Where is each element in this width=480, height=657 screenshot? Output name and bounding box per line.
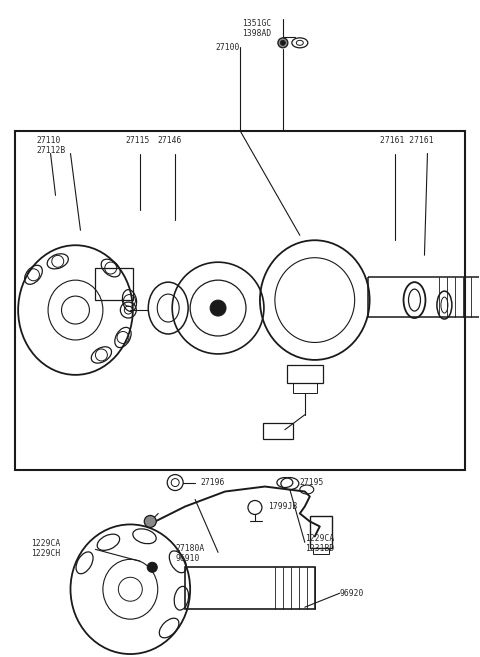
Text: 27112B: 27112B: [36, 146, 66, 154]
Text: 27146: 27146: [157, 135, 181, 145]
Bar: [310, 516, 332, 549]
Text: 96920: 96920: [340, 589, 364, 599]
Circle shape: [144, 516, 156, 528]
Text: 27115: 27115: [125, 135, 150, 145]
Bar: [96, 268, 133, 300]
Text: 27110: 27110: [36, 135, 61, 145]
Text: 96910: 96910: [175, 555, 200, 563]
Circle shape: [280, 40, 286, 45]
Text: 1229CH: 1229CH: [31, 549, 60, 558]
Bar: [368, 277, 480, 317]
Bar: [15, 131, 465, 470]
Text: 1231BD: 1231BD: [305, 545, 334, 553]
Bar: [185, 567, 315, 609]
Circle shape: [147, 562, 157, 572]
Text: 27196: 27196: [200, 478, 225, 487]
Text: 27195: 27195: [300, 478, 324, 487]
Bar: [263, 422, 293, 439]
Bar: [287, 365, 323, 383]
Text: 1351GC: 1351GC: [242, 19, 271, 28]
Bar: [313, 549, 329, 555]
Text: 1229CA: 1229CA: [305, 534, 334, 543]
Circle shape: [278, 38, 288, 48]
Text: 1398AD: 1398AD: [242, 29, 271, 38]
Text: 27161 27161: 27161 27161: [380, 135, 433, 145]
Bar: [293, 383, 317, 393]
Text: 27180A: 27180A: [175, 545, 204, 553]
Text: 27100: 27100: [215, 43, 240, 52]
Text: 1799JB: 1799JB: [268, 503, 297, 512]
Text: 1229CA: 1229CA: [31, 539, 60, 549]
Circle shape: [210, 300, 226, 316]
